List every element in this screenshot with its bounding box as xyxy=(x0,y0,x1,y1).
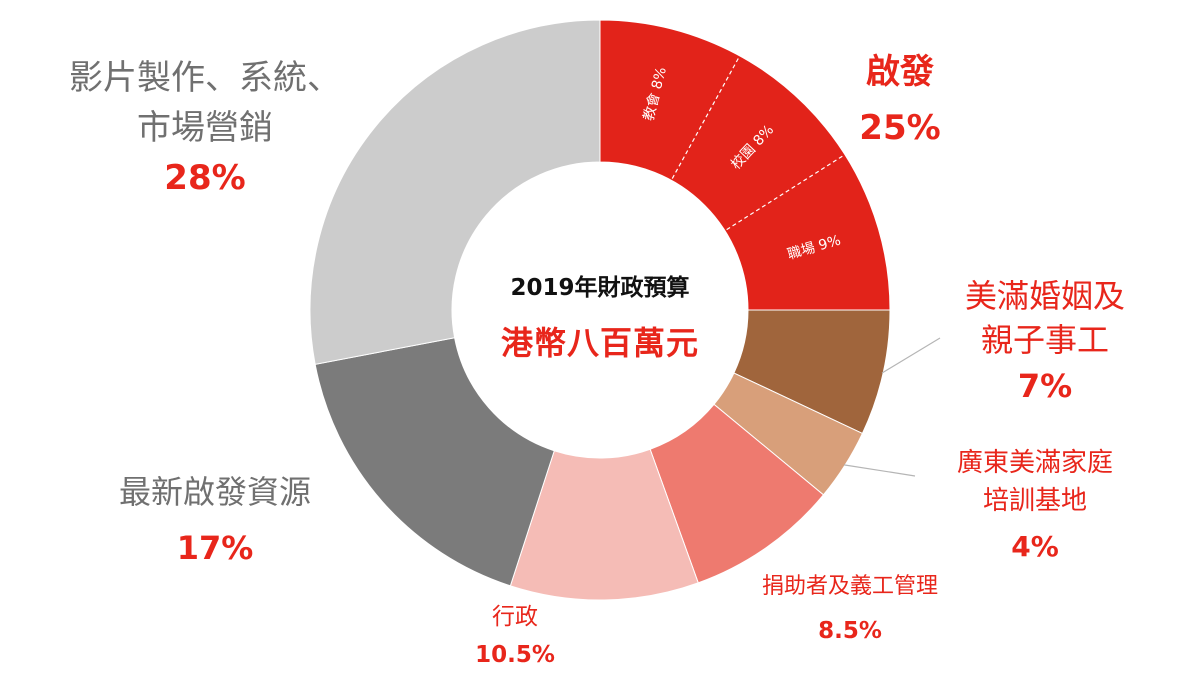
slice-value-marriage: 7% xyxy=(1017,367,1073,405)
slice-value-admin: 10.5% xyxy=(475,642,555,668)
slice-value-qifa: 25% xyxy=(859,108,941,148)
slice-label-resources: 最新啟發資源 xyxy=(118,473,311,511)
slice-label-admin: 行政 xyxy=(492,604,538,630)
slice-label-qifa: 啟發 xyxy=(866,52,934,92)
sub-slice-divider xyxy=(726,154,846,231)
slice-value-donor: 8.5% xyxy=(818,618,882,644)
slice-label-marriage-line1: 美滿婚姻及 xyxy=(964,277,1125,315)
leader-line xyxy=(881,337,941,374)
slice-value-resources: 17% xyxy=(176,529,254,567)
leader-lines xyxy=(843,337,941,477)
slice-label-guangdong-line2: 培訓基地 xyxy=(982,486,1087,516)
donut-slice xyxy=(599,19,891,311)
leader-line xyxy=(843,464,916,477)
slice-value-guangdong: 4% xyxy=(1011,530,1059,563)
donut-slices xyxy=(309,19,891,601)
donut-slice xyxy=(309,19,601,365)
slice-value-video: 28% xyxy=(164,158,246,198)
slice-label-marriage-line2: 親子事工 xyxy=(980,321,1109,359)
center-title: 2019年財政預算 xyxy=(510,275,690,301)
donut-slice xyxy=(314,337,555,587)
sub-slice-divider xyxy=(671,55,741,179)
slice-label-donor: 捐助者及義工管理 xyxy=(761,574,938,599)
slice-label-video-line1: 影片製作、系統、 xyxy=(69,58,341,98)
center-subtitle: 港幣八百萬元 xyxy=(500,324,699,362)
sub-slice-dividers xyxy=(671,55,846,231)
slice-label-video-line2: 市場營銷 xyxy=(137,108,273,148)
slice-label-guangdong-line1: 廣東美滿家庭 xyxy=(956,448,1113,478)
